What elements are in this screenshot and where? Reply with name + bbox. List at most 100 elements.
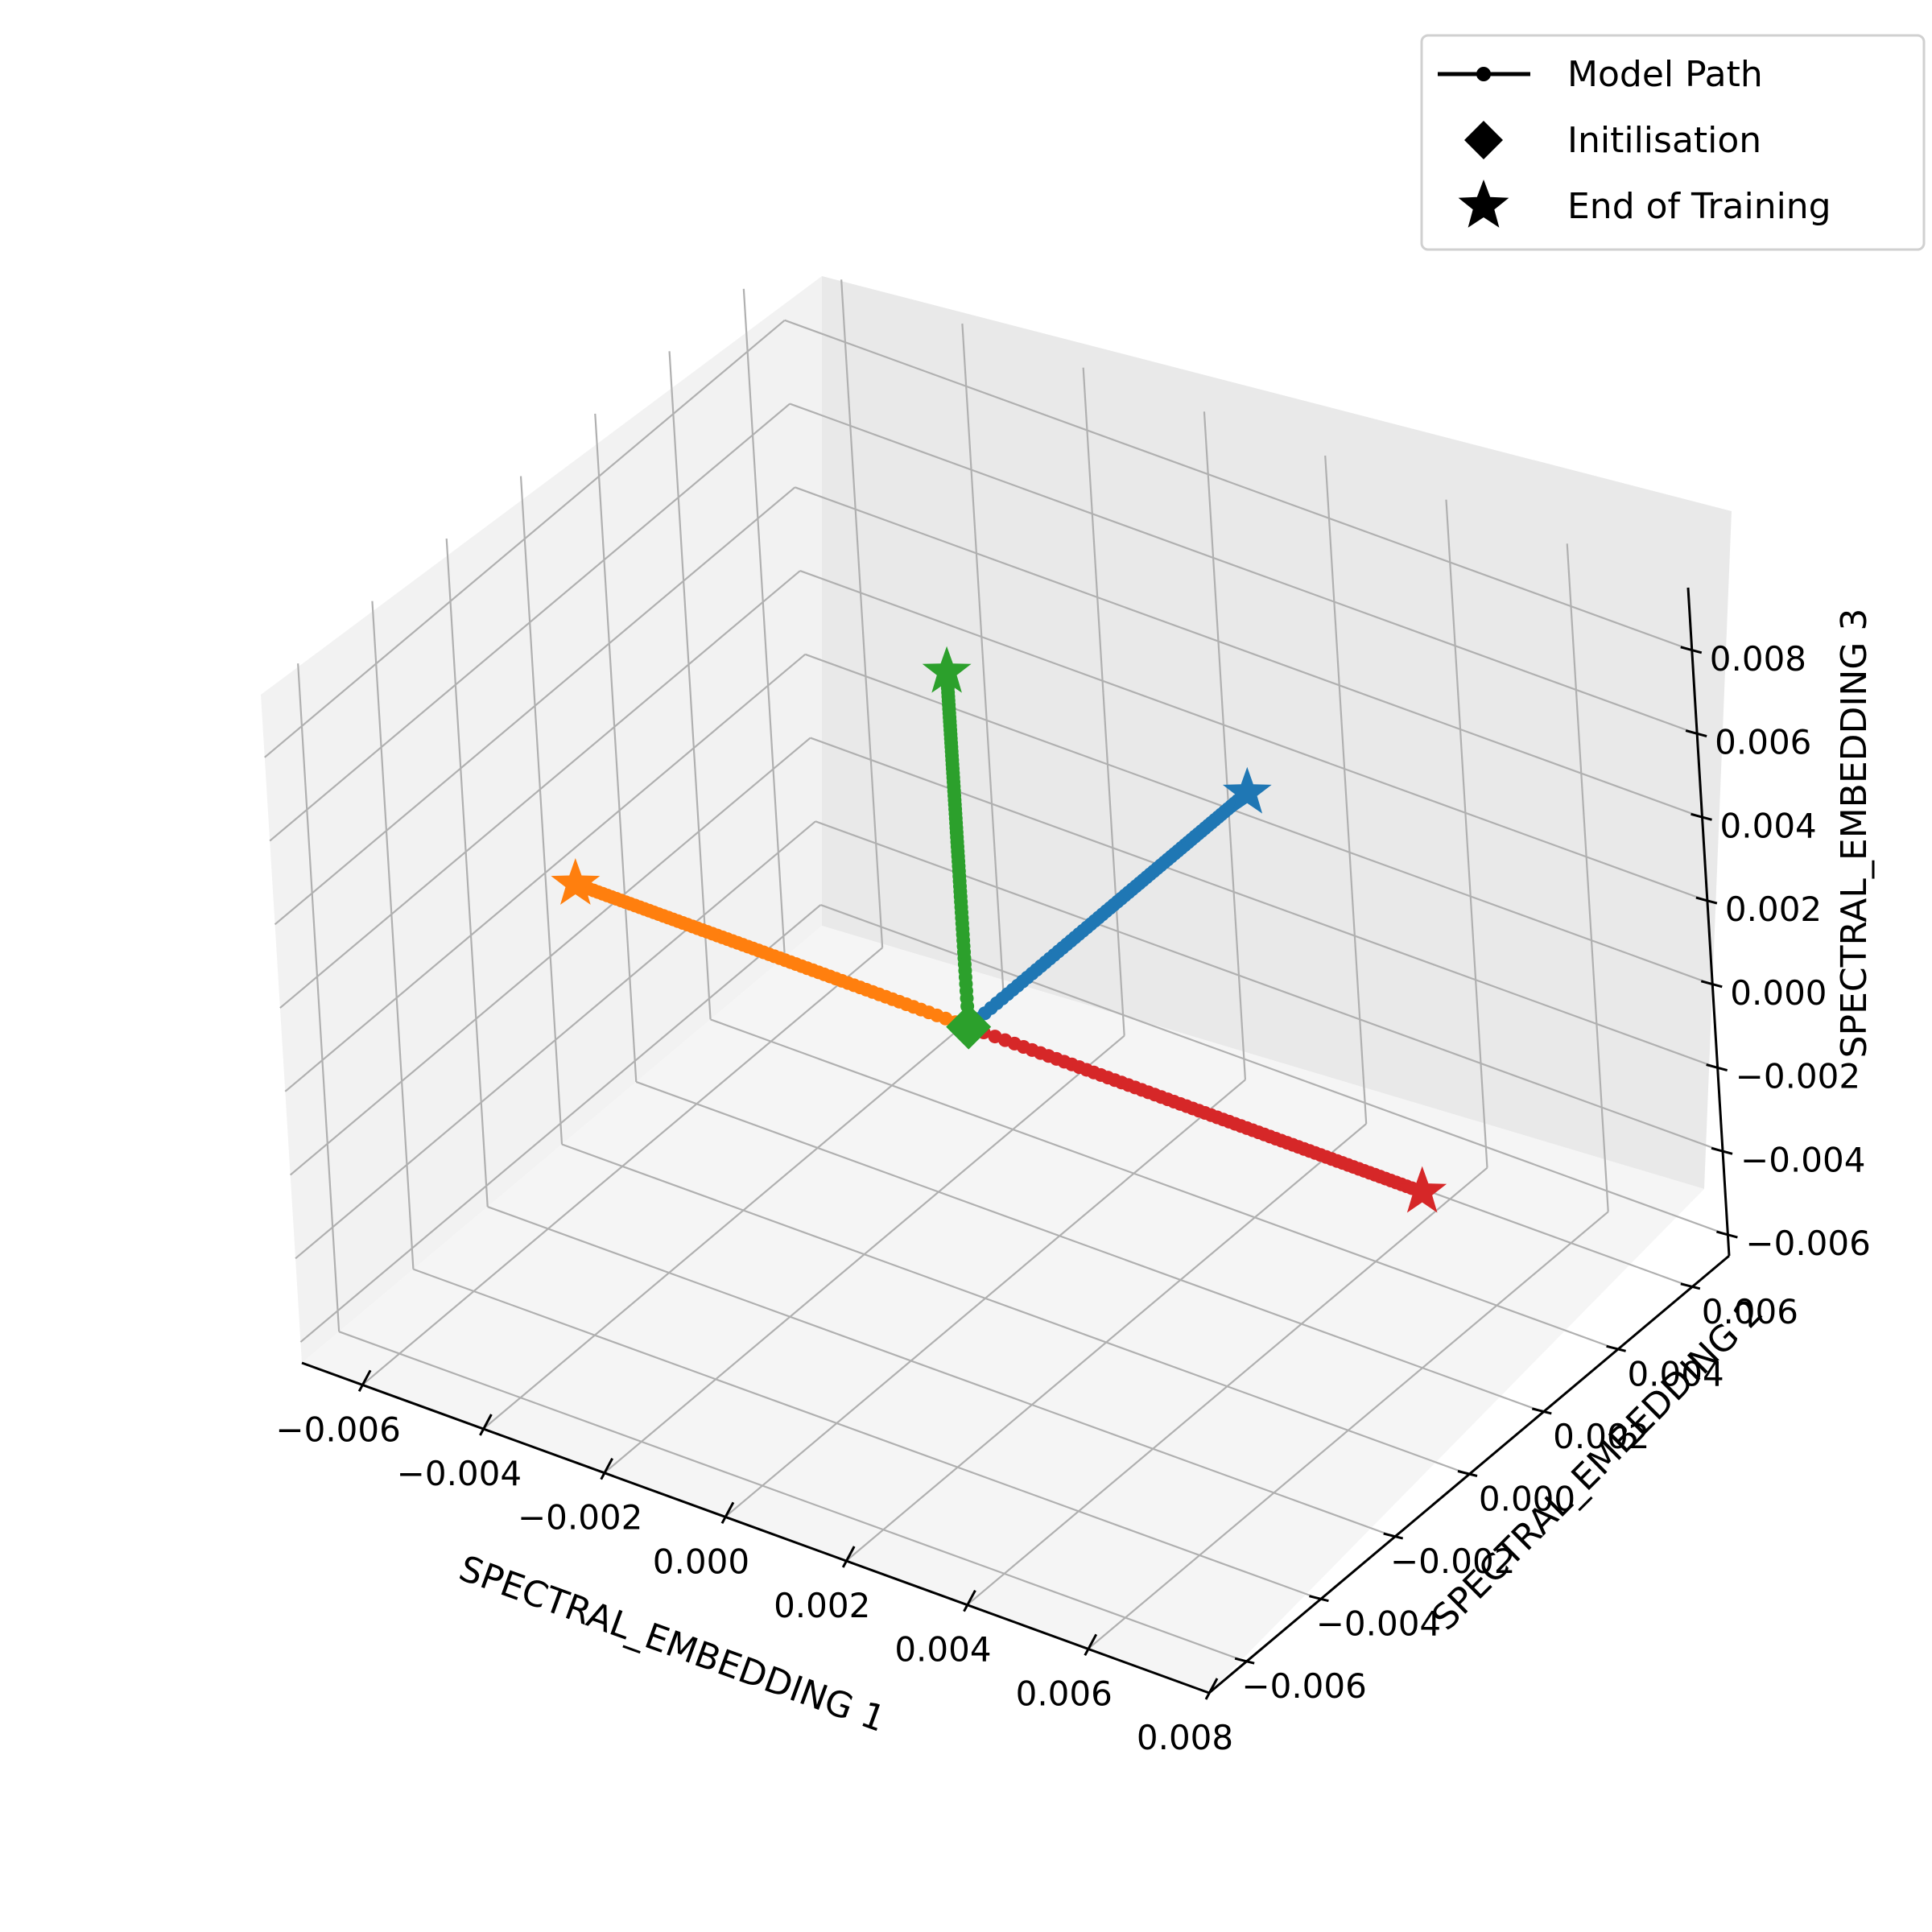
grid-back-x-4 (1324, 455, 1368, 1125)
grid-back-x-0 (840, 279, 884, 948)
grid-left-y-0 (297, 663, 341, 1332)
z-tick-5 (1690, 812, 1712, 821)
z-tick-label-7: 0.008 (1710, 639, 1806, 679)
x-tick-4 (841, 1546, 856, 1568)
legend-label-end-of-training: End of Training (1567, 186, 1831, 227)
legend-label-model-path: Model Path (1567, 54, 1763, 95)
z-tick-label-4: 0.002 (1725, 890, 1822, 929)
z-tick-label-2: −0.002 (1736, 1057, 1860, 1096)
grid-left-z-5 (274, 486, 796, 926)
legend-label-initilisation: Initilisation (1567, 120, 1761, 161)
y-tick-6 (1680, 1282, 1701, 1290)
x-axis-line (301, 1361, 1210, 1695)
grid-left-z-3 (284, 653, 806, 1092)
z-tick-label-3: 0.000 (1730, 973, 1827, 1013)
grid-left-z-1 (295, 820, 816, 1260)
grid-left-y-6 (742, 288, 786, 957)
grid-back-x-1 (961, 323, 1005, 993)
z-tick-3 (1700, 980, 1723, 989)
y-tick-label-0: −0.006 (1241, 1666, 1366, 1706)
x-tick-3 (720, 1501, 735, 1525)
grid-back-x-5 (1445, 499, 1488, 1168)
ticks: −0.006 −0.004 −0.002 0.000 0.002 0.004 0.006 0.… (275, 639, 1870, 1757)
z-tick-label-6: 0.006 (1715, 723, 1811, 762)
series-2-end-star-icon (922, 646, 972, 693)
z-axis-line (1686, 587, 1731, 1257)
grid-back-z-3 (804, 653, 1713, 985)
x-tick-2 (600, 1457, 613, 1480)
grid-back-x-6 (1566, 543, 1609, 1212)
y-tick-4 (1531, 1407, 1552, 1415)
grid-back-z-5 (795, 486, 1703, 819)
grid-lines (264, 279, 1731, 1694)
grid-back-z-4 (799, 570, 1708, 902)
grid-left-z-4 (279, 570, 801, 1009)
grid-floor-y-3 (561, 1143, 1470, 1476)
z-tick-2 (1706, 1063, 1728, 1072)
star-icon (1458, 180, 1509, 228)
legend-model-path-dot (1476, 67, 1491, 81)
grid-back-z-6 (789, 402, 1698, 735)
z-tick-4 (1695, 896, 1718, 905)
grid-left-z-0 (299, 904, 822, 1343)
y-tick-0 (1234, 1657, 1255, 1665)
grid-left-z-7 (264, 319, 786, 758)
y-tick-label-2: −0.002 (1390, 1542, 1515, 1581)
x-tick-6 (1084, 1633, 1098, 1657)
grid-left-z-2 (289, 737, 811, 1176)
y-tick-label-4: 0.002 (1553, 1417, 1649, 1456)
grid-left-y-2 (445, 539, 489, 1208)
grid-back-z-0 (820, 904, 1728, 1236)
x-tick-label-3: 0.000 (653, 1542, 749, 1581)
y-tick-3 (1457, 1470, 1478, 1477)
x-tick-5 (963, 1589, 976, 1612)
z-tick-0 (1716, 1230, 1738, 1239)
x-tick-label-7: 0.008 (1137, 1718, 1233, 1757)
y-tick-label-6: 0.006 (1702, 1292, 1798, 1331)
x-tick-label-6: 0.006 (1016, 1674, 1113, 1713)
grid-back-x-2 (1082, 367, 1125, 1036)
grid-back-z-1 (815, 820, 1724, 1153)
x-tick-label-5: 0.004 (894, 1630, 991, 1670)
grid-left-y-4 (594, 413, 638, 1082)
x-tick-0 (357, 1369, 372, 1393)
diamond-icon (1464, 121, 1503, 159)
z-tick-7 (1680, 646, 1703, 654)
z-tick-label-5: 0.004 (1720, 806, 1817, 845)
z-tick-label-0: −0.006 (1745, 1224, 1870, 1263)
grid-left-y-3 (519, 476, 564, 1145)
y-tick-2 (1383, 1532, 1404, 1540)
initialisation-diamond-icon (946, 1004, 992, 1050)
legend: Model Path Initilisation End of Training (1420, 34, 1926, 251)
y-tick-label-1: −0.004 (1316, 1604, 1441, 1644)
z-tick-1 (1711, 1146, 1733, 1155)
series-layer (551, 646, 1447, 1213)
z-axis-label: SPECTRAL_EMBEDDING 3 (1834, 609, 1875, 1059)
series-3-end-star-icon (1397, 1166, 1447, 1213)
z-tick-6 (1685, 729, 1707, 738)
x-tick-1 (479, 1414, 493, 1436)
y-tick-1 (1309, 1595, 1329, 1603)
x-tick-label-0: −0.006 (275, 1410, 400, 1449)
grid-back-z-2 (810, 737, 1719, 1069)
grid-left-y-5 (668, 351, 712, 1020)
grid-left-z-6 (269, 402, 791, 842)
x-tick-label-1: −0.004 (397, 1454, 522, 1493)
legend-frame (1420, 34, 1926, 251)
x-tick-label-2: −0.002 (518, 1498, 642, 1538)
grid-floor-y-2 (487, 1206, 1396, 1538)
series-0-end-star-icon (1222, 766, 1272, 814)
grid-floor-y-0 (338, 1331, 1247, 1663)
x-tick-7 (1204, 1678, 1219, 1700)
grid-floor-y-1 (413, 1268, 1321, 1600)
y-tick-label-5: 0.004 (1627, 1354, 1724, 1393)
grid-back-z-7 (784, 319, 1693, 651)
x-tick-label-4: 0.002 (774, 1586, 870, 1625)
y-tick-label-3: 0.000 (1479, 1480, 1575, 1519)
grid-left-y-1 (371, 601, 415, 1269)
z-tick-label-1: −0.004 (1740, 1140, 1865, 1179)
series-1-end-star-icon (551, 858, 601, 905)
grid-floor-y-5 (710, 1018, 1618, 1351)
y-tick-5 (1606, 1344, 1626, 1352)
